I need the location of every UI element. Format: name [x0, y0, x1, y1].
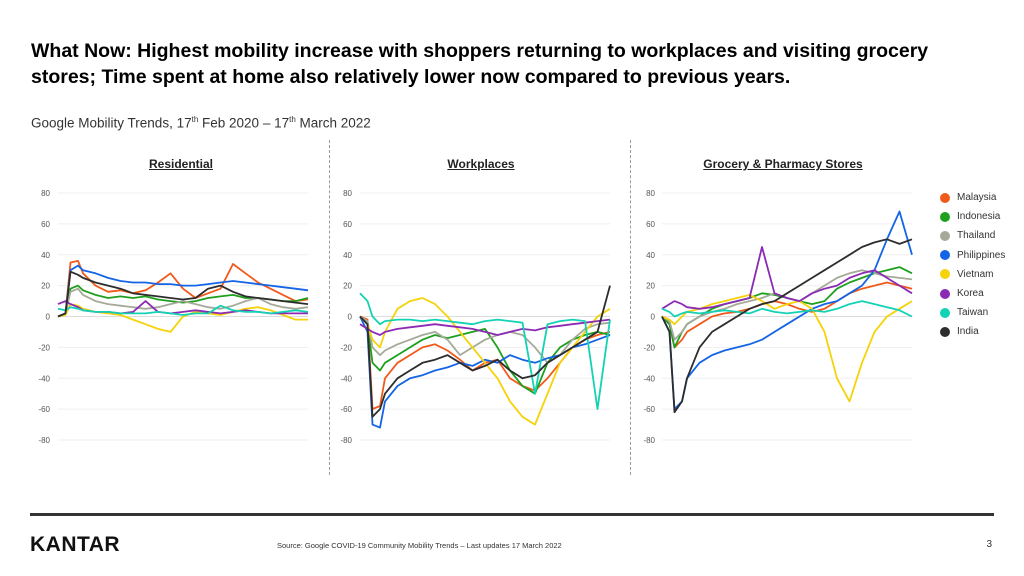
subtitle-middle: Feb 2020 – 17	[198, 115, 290, 131]
legend-label: Thailand	[957, 230, 996, 242]
y-tick-label: 0	[46, 313, 51, 322]
series-line-workplaces-indonesia	[359, 315, 611, 395]
series-line-workplaces-korea	[359, 318, 611, 336]
y-tick-label: 40	[41, 251, 50, 260]
series-line-residential-india	[57, 270, 309, 318]
y-tick-label: 40	[343, 251, 352, 260]
y-tick-label: 20	[646, 282, 655, 291]
footer-rule	[30, 513, 994, 516]
y-tick-label: -40	[643, 374, 655, 383]
series-line-grocery-korea	[661, 246, 913, 310]
series-line-grocery-taiwan	[661, 300, 913, 318]
y-tick-label: -80	[38, 436, 50, 445]
legend-dot-india	[940, 326, 950, 337]
y-tick-label: 20	[41, 282, 50, 291]
legend-item-thailand: Thailand	[940, 226, 1005, 245]
y-tick-label: 0	[651, 313, 656, 322]
panel-title-grocery: Grocery & Pharmacy Stores	[703, 157, 863, 171]
panel-title-residential: Residential	[148, 157, 214, 171]
legend-label: Vietnam	[957, 268, 994, 280]
y-tick-label: -40	[38, 374, 50, 383]
legend-item-india: India	[940, 322, 1005, 341]
y-tick-label: -60	[340, 405, 352, 414]
series-line-workplaces-vietnam	[359, 297, 611, 426]
subtitle-superscript-2: th	[289, 115, 296, 124]
legend-label: India	[957, 326, 979, 338]
series-line-residential-thailand	[57, 287, 309, 318]
legend-dot-indonesia	[940, 211, 950, 222]
legend-dot-taiwan	[940, 307, 950, 318]
legend-dot-korea	[940, 288, 950, 299]
legend-dot-philippines	[940, 250, 950, 261]
subtitle-superscript-1: th	[191, 115, 199, 124]
y-tick-label: 80	[646, 189, 655, 198]
legend-label: Malaysia	[957, 192, 997, 204]
series-line-residential-philippines	[57, 264, 309, 318]
legend-dot-malaysia	[940, 192, 950, 203]
y-tick-label: 80	[41, 189, 50, 198]
series-line-grocery-malaysia	[661, 281, 913, 349]
y-tick-label: -80	[643, 436, 655, 445]
panel-title-workplaces: Workplaces	[447, 157, 515, 171]
series-line-workplaces-india	[359, 285, 611, 418]
y-tick-label: 60	[646, 220, 655, 229]
legend: Malaysia Indonesia Thailand Philippines …	[940, 188, 1005, 342]
legend-label: Korea	[957, 288, 984, 300]
legend-dot-vietnam	[940, 269, 950, 280]
legend-label: Philippines	[957, 249, 1006, 261]
y-tick-label: 80	[343, 189, 352, 198]
series-line-grocery-india	[661, 238, 913, 414]
legend-item-malaysia: Malaysia	[940, 188, 1005, 207]
subtitle-prefix: Google Mobility Trends, 17	[31, 115, 192, 131]
y-tick-label: -60	[38, 405, 50, 414]
series-line-residential-taiwan	[57, 304, 309, 316]
series-line-residential-vietnam	[57, 303, 308, 333]
legend-item-vietnam: Vietnam	[940, 265, 1005, 284]
subtitle-suffix: March 2022	[295, 115, 371, 131]
y-tick-label: 20	[343, 282, 352, 291]
series-line-grocery-vietnam	[661, 293, 913, 403]
series-line-workplaces-philippines	[359, 316, 611, 429]
legend-item-taiwan: Taiwan	[940, 303, 1005, 322]
y-tick-label: -80	[340, 436, 352, 445]
kantar-logo: KANTAR	[30, 533, 121, 556]
series-line-residential-malaysia	[57, 259, 309, 318]
page-title: What Now: Highest mobility increase with…	[31, 40, 929, 88]
y-tick-label: 40	[646, 251, 655, 260]
legend-label: Indonesia	[957, 211, 1001, 223]
y-tick-label: -20	[38, 343, 50, 352]
y-tick-label: -20	[340, 343, 352, 352]
legend-item-korea: Korea	[940, 284, 1005, 303]
series-line-workplaces-taiwan	[359, 292, 611, 411]
source-note: Source: Google COVID-19 Community Mobili…	[277, 541, 562, 550]
legend-item-philippines: Philippines	[940, 246, 1005, 265]
series-line-grocery-indonesia	[661, 266, 913, 349]
page-number: 3	[986, 539, 992, 550]
y-tick-label: -20	[643, 343, 655, 352]
y-tick-label: 0	[348, 313, 353, 322]
legend-label: Taiwan	[957, 307, 989, 319]
y-tick-label: -40	[340, 374, 352, 383]
panel-divider-2	[630, 140, 631, 475]
legend-dot-thailand	[940, 230, 950, 241]
y-tick-label: 60	[343, 220, 352, 229]
panel-divider-1	[329, 140, 330, 475]
legend-item-indonesia: Indonesia	[940, 207, 1005, 226]
y-tick-label: 60	[41, 220, 50, 229]
y-tick-label: -60	[643, 405, 655, 414]
chart-subtitle: Google Mobility Trends, 17th Feb 2020 – …	[31, 115, 371, 131]
series-line-grocery-philippines	[661, 210, 913, 411]
